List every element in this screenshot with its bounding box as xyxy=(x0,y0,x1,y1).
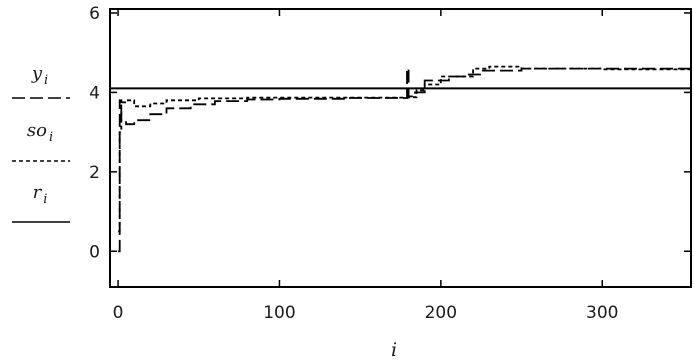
x-tick-label: 0 xyxy=(113,303,124,323)
y-tick-label: 2 xyxy=(89,163,100,183)
tick-marks xyxy=(110,9,691,287)
x-tick-label: 300 xyxy=(586,303,618,323)
x-tick-label: 200 xyxy=(425,303,457,323)
series-y-line xyxy=(118,67,691,253)
x-tick-label: 100 xyxy=(263,303,295,323)
y-tick-labels: 0 2 4 6 xyxy=(89,4,100,262)
legend-label-so: so i xyxy=(27,120,53,145)
series-layer xyxy=(110,65,691,253)
y-tick-label: 6 xyxy=(89,4,100,24)
x-axis-label: i xyxy=(391,339,397,361)
y-tick-label: 4 xyxy=(89,83,100,103)
series-so-line xyxy=(118,65,691,233)
x-tick-labels: 0 100 200 300 xyxy=(113,303,619,323)
legend: y i so i r i xyxy=(12,63,70,223)
y-tick-label: 0 xyxy=(89,242,100,262)
plot-frame xyxy=(109,8,692,288)
